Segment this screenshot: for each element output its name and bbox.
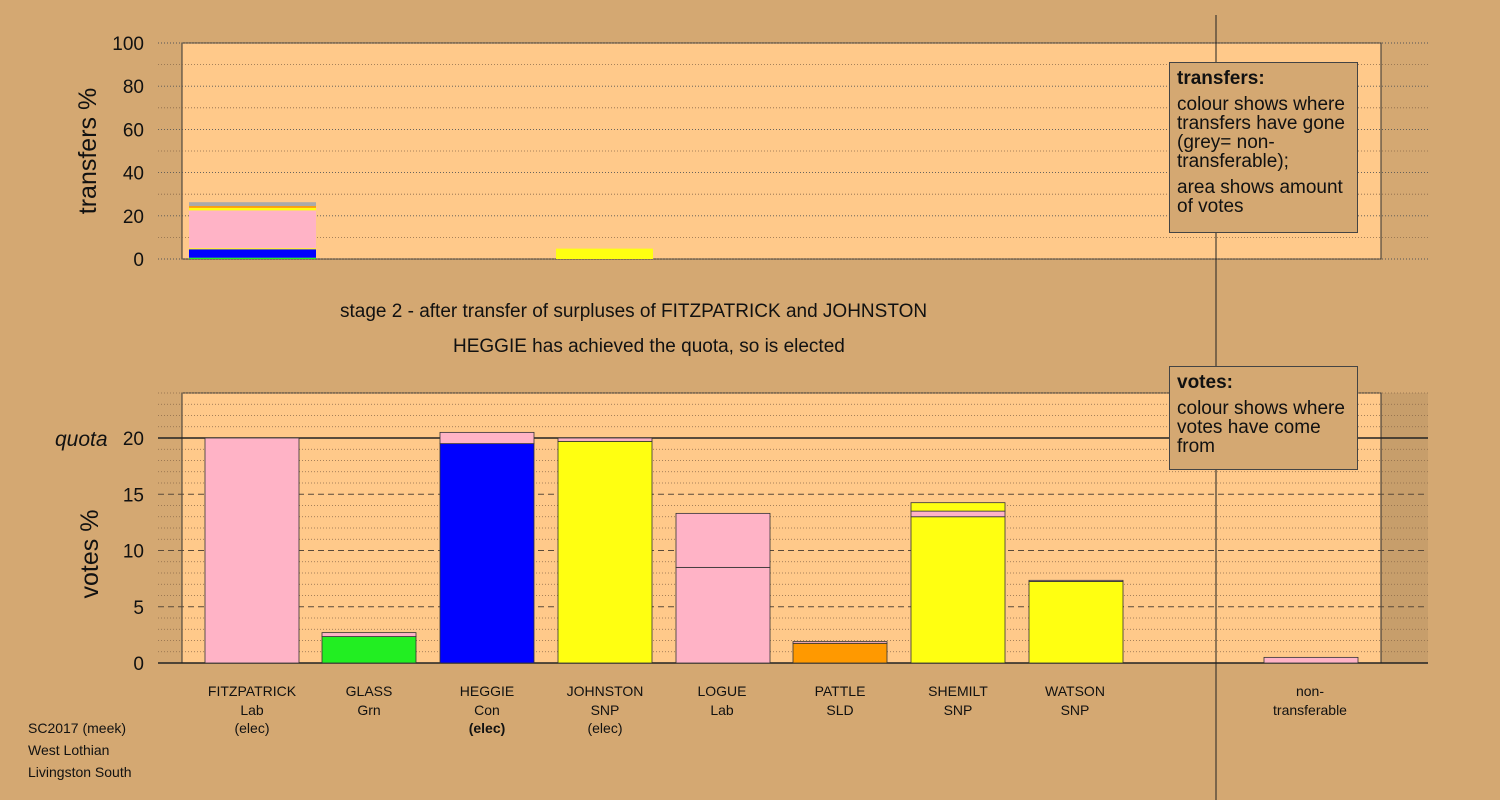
- vote-segment: [675, 512, 771, 568]
- candidate-name-label: GLASS: [346, 683, 393, 699]
- transfer-segment-fitzpatrick: [189, 206, 316, 208]
- candidate-party-label: Grn: [357, 702, 380, 718]
- candidate-status-label: (elec): [469, 720, 506, 736]
- transfers-tick-label: 40: [123, 164, 144, 185]
- transfers-axis-label: transfers %: [74, 88, 102, 214]
- vote-segment: [557, 437, 653, 442]
- legend-votes-text: colour shows where votes have come from: [1177, 398, 1345, 457]
- candidate-party-label: SNP: [944, 702, 973, 718]
- vote-segment: [439, 431, 535, 445]
- vote-segment: [321, 636, 417, 664]
- vote-segment: [1028, 579, 1124, 582]
- legend-transfers-title: transfers:: [1177, 68, 1265, 89]
- candidate-name-label: WATSON: [1045, 683, 1105, 699]
- legend-votes-title: votes:: [1177, 372, 1233, 393]
- transfers-tick-label: 0: [133, 250, 144, 271]
- candidate-name-label: JOHNSTON: [567, 683, 644, 699]
- vote-segment: [910, 502, 1006, 512]
- stage-subtitle: HEGGIE has achieved the quota, so is ele…: [453, 336, 845, 357]
- transfers-tick-label: 20: [123, 207, 144, 228]
- vote-segment: [439, 443, 535, 664]
- candidate-party-label: SNP: [1061, 702, 1090, 718]
- transfer-segment-fitzpatrick: [189, 210, 316, 249]
- candidate-status-label: (elec): [234, 720, 269, 736]
- candidate-party-label: transferable: [1273, 702, 1347, 718]
- footer-line-3: Livingston South: [28, 764, 132, 780]
- candidate-party-label: SLD: [826, 702, 853, 718]
- quota-label: quota: [55, 428, 108, 451]
- votes-tick-label: 20: [123, 429, 144, 450]
- footer-line-2: West Lothian: [28, 742, 110, 758]
- transfer-segment-fitzpatrick: [189, 257, 316, 259]
- candidate-name-label: HEGGIE: [460, 683, 514, 699]
- transfers-tick-label: 100: [112, 34, 144, 55]
- vote-segment: [557, 440, 653, 664]
- legend-transfers-text-1: colour shows where transfers have gone (…: [1177, 94, 1345, 172]
- candidate-name-label: PATTLE: [815, 683, 866, 699]
- candidate-party-label: Con: [474, 702, 500, 718]
- candidate-party-label: Lab: [710, 702, 734, 718]
- candidate-name-label: SHEMILT: [928, 683, 988, 699]
- vote-segment: [910, 516, 1006, 664]
- legend-transfers-text-2: area shows amount of votes: [1177, 177, 1343, 217]
- legend-transfers: transfers: colour shows where transfers …: [1169, 62, 1358, 233]
- vote-segment: [792, 642, 888, 664]
- transfer-segment-fitzpatrick: [189, 202, 316, 207]
- candidate-name-label: LOGUE: [697, 683, 746, 699]
- votes-tick-label: 15: [123, 485, 144, 506]
- vote-segment: [321, 632, 417, 637]
- candidate-name-label: FITZPATRICK: [208, 683, 297, 699]
- votes-axis-label: votes %: [76, 510, 104, 599]
- vote-segment: [1263, 656, 1359, 664]
- footer-line-1: SC2017 (meek): [28, 720, 127, 736]
- transfers-tick-label: 60: [123, 120, 144, 141]
- vote-segment: [910, 510, 1006, 518]
- transfer-segment-johnston: [556, 248, 653, 259]
- candidate-status-label: (elec): [587, 720, 622, 736]
- transfer-segment-fitzpatrick: [189, 207, 316, 211]
- legend-votes: votes: colour shows where votes have com…: [1169, 366, 1358, 470]
- vote-segment: [792, 641, 888, 644]
- vote-segment: [1028, 581, 1124, 664]
- candidate-party-label: SNP: [591, 702, 620, 718]
- transfers-tick-label: 80: [123, 77, 144, 98]
- transfer-segment-fitzpatrick: [189, 248, 316, 250]
- transfer-segment-fitzpatrick: [189, 249, 316, 258]
- votes-tick-label: 5: [133, 598, 144, 619]
- vote-segment: [204, 437, 300, 664]
- vote-segment: [675, 566, 771, 664]
- stage-title: stage 2 - after transfer of surpluses of…: [340, 301, 928, 322]
- candidate-name-label: non-: [1296, 683, 1324, 699]
- votes-tick-label: 0: [133, 654, 144, 675]
- votes-tick-label: 10: [123, 542, 144, 563]
- candidate-party-label: Lab: [240, 702, 264, 718]
